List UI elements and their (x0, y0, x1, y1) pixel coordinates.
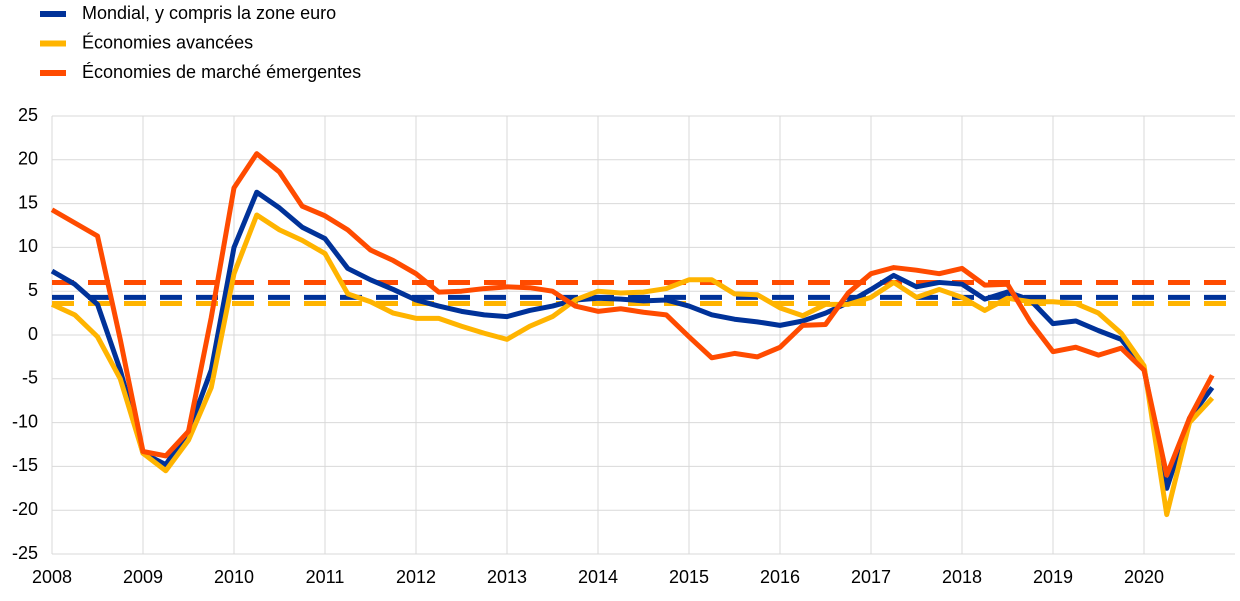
y-tick-label: 15 (18, 192, 38, 212)
x-tick-label: 2015 (669, 567, 709, 587)
x-tick-label: 2009 (123, 567, 163, 587)
y-tick-label: -25 (12, 543, 38, 563)
series-line (50, 212, 1215, 518)
x-tick-label: 2013 (487, 567, 527, 587)
x-tick-label: 2017 (851, 567, 891, 587)
legend-label: Économies avancées (82, 32, 253, 52)
legend-label: Mondial, y compris la zone euro (82, 3, 336, 23)
y-tick-label: 5 (28, 280, 38, 300)
series-line (50, 189, 1215, 491)
x-tick-label: 2011 (306, 567, 345, 587)
y-tick-label: 25 (18, 105, 38, 125)
y-tick-label: -15 (12, 455, 38, 475)
x-tick-label: 2018 (942, 567, 982, 587)
y-tick-label: 10 (18, 236, 38, 256)
series-line (50, 151, 1215, 478)
y-tick-label: -20 (12, 499, 38, 519)
x-tick-label: 2008 (32, 567, 72, 587)
legend-label: Économies de marché émergentes (82, 62, 361, 82)
x-tick-label: 2010 (214, 567, 254, 587)
y-tick-label: -5 (22, 368, 38, 388)
y-tick-label: 0 (28, 324, 38, 344)
x-tick-label: 2014 (578, 567, 618, 587)
x-tick-label: 2020 (1124, 567, 1164, 587)
x-tick-label: 2012 (396, 567, 436, 587)
y-tick-label: -10 (12, 411, 38, 431)
y-tick-label: 20 (18, 149, 38, 169)
x-tick-label: 2016 (760, 567, 800, 587)
x-tick-label: 2019 (1033, 567, 1073, 587)
